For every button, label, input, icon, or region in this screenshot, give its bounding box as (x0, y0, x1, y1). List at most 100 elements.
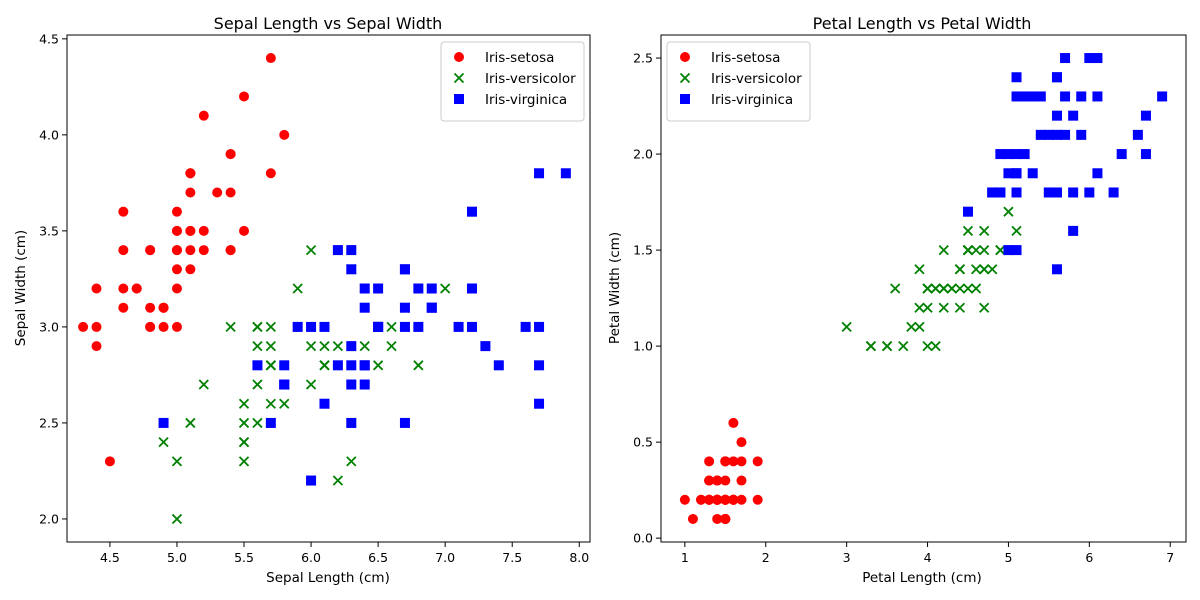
data-point (841, 321, 852, 333)
legend-marker (454, 52, 464, 62)
y-axis-label: Petal Width (cm) (607, 232, 623, 344)
data-point (938, 302, 949, 313)
data-point (728, 456, 739, 467)
x-axis-label: Petal Length (cm) (862, 570, 982, 586)
y-tick-label: 1.5 (633, 243, 653, 258)
data-point (185, 168, 196, 179)
data-point (238, 456, 250, 467)
data-point (319, 340, 330, 352)
data-point (1068, 225, 1079, 236)
data-point (306, 475, 317, 486)
data-point (938, 283, 949, 294)
data-point (1060, 129, 1071, 140)
data-point (480, 341, 491, 352)
data-point (1051, 187, 1062, 198)
x-tick-label: 7.0 (435, 550, 455, 565)
data-point (1068, 110, 1079, 121)
series-iris-versicolor (158, 244, 451, 525)
data-point (225, 321, 236, 333)
y-tick-label: 0.5 (633, 435, 653, 450)
data-point (995, 244, 1006, 256)
data-point (1043, 129, 1054, 140)
data-point (1027, 168, 1038, 179)
data-point (1092, 53, 1103, 64)
data-point (1035, 129, 1046, 140)
data-point (319, 398, 330, 409)
data-point (1116, 149, 1127, 160)
data-point (922, 340, 933, 352)
data-point (399, 417, 410, 428)
data-point (1132, 129, 1143, 140)
legend-label: Iris-versicolor (485, 71, 576, 87)
data-point (279, 379, 290, 390)
legend-item: Iris-versicolor (679, 71, 802, 87)
data-point (145, 321, 156, 332)
data-point (962, 225, 974, 237)
legend-marker (454, 94, 464, 104)
data-point (1051, 264, 1062, 275)
data-point (979, 244, 990, 256)
data-point (399, 321, 410, 332)
legend-box (440, 41, 585, 122)
data-point (386, 321, 397, 333)
data-point (252, 360, 263, 371)
data-point (319, 321, 330, 332)
x-tick-label: 7.5 (502, 550, 522, 565)
legend-item: Iris-setosa (454, 50, 554, 66)
plot-area (78, 53, 571, 525)
data-point (171, 456, 183, 467)
data-point (704, 456, 715, 467)
data-point (305, 244, 317, 256)
x-tick-label: 3 (843, 550, 851, 565)
data-point (938, 244, 949, 256)
y-tick-label: 2.0 (633, 147, 653, 162)
plot-frame (660, 34, 1187, 543)
data-point (265, 360, 276, 371)
data-point (386, 340, 397, 352)
x-axis-label: Sepal Length (cm) (266, 570, 390, 586)
data-point (346, 456, 357, 467)
legend-item: Iris-virginica (680, 92, 793, 108)
data-point (1011, 225, 1022, 237)
data-point (185, 264, 196, 275)
data-point (1076, 129, 1087, 140)
data-point (118, 206, 129, 217)
data-point (914, 302, 925, 313)
y-tick-label: 4.0 (39, 127, 59, 142)
data-point (359, 340, 370, 352)
data-point (906, 321, 917, 333)
data-point (1011, 149, 1022, 160)
data-point (91, 321, 102, 332)
chart-title: Petal Length vs Petal Width (813, 14, 1032, 33)
data-point (1060, 53, 1071, 64)
data-point (359, 360, 370, 371)
data-point (1019, 91, 1030, 102)
data-point (987, 264, 998, 275)
data-point (279, 129, 290, 140)
y-tick-label: 2.5 (39, 415, 59, 430)
data-point (995, 149, 1006, 160)
y-axis: 0.0 0.5 1.0 1.5 2.0 2.5 (633, 51, 661, 546)
data-point (373, 321, 384, 332)
x-axis: 1 2 3 4 5 6 7 (681, 542, 1174, 565)
data-point (962, 283, 974, 294)
x-tick-label: 8.0 (569, 550, 589, 565)
y-axis-label: Sepal Width (cm) (13, 230, 29, 346)
data-point (332, 245, 343, 256)
y-tick-label: 4.5 (39, 31, 59, 46)
data-point (145, 302, 156, 313)
data-point (954, 283, 966, 294)
data-point (979, 302, 990, 313)
x-axis: 4.5 5.0 5.5 6.0 6.5 7.0 7.5 8.0 (100, 542, 589, 565)
data-point (372, 360, 384, 371)
data-point (493, 360, 504, 371)
data-point (171, 245, 182, 256)
data-point (728, 494, 739, 505)
data-point (1060, 91, 1071, 102)
legend-item: Iris-setosa (680, 50, 780, 66)
data-point (1027, 91, 1038, 102)
data-point (930, 283, 941, 294)
data-point (265, 168, 276, 179)
data-point (265, 321, 276, 333)
